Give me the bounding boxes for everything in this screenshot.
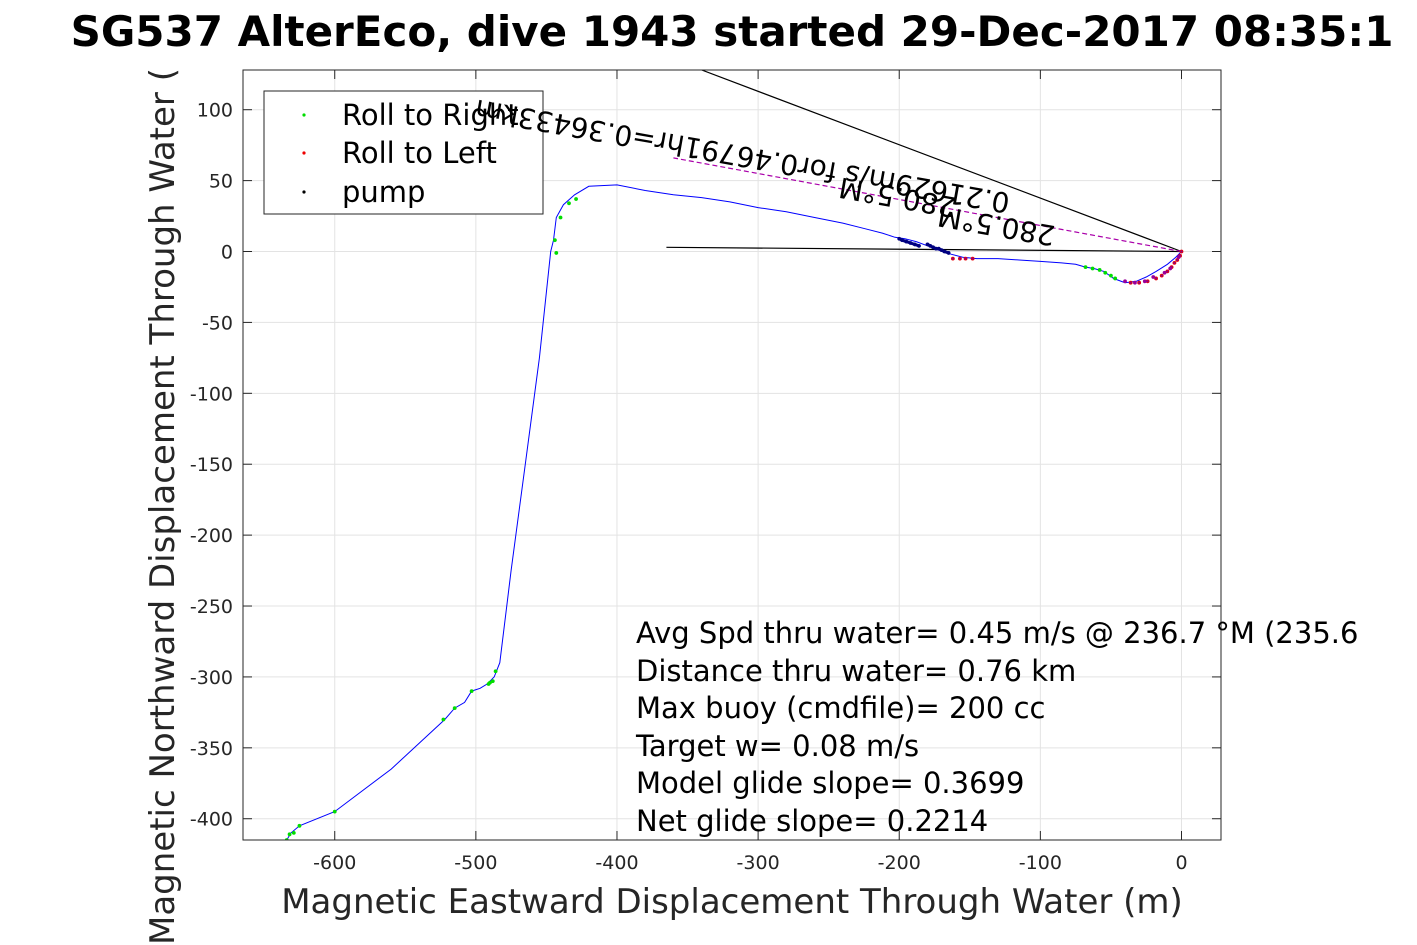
y-tick-label: 100 [197, 100, 233, 122]
legend-marker-pump [302, 190, 306, 194]
chart-title: SG537 AlterEco, dive 1943 started 29-Dec… [71, 7, 1394, 56]
x-tick-label: -500 [454, 852, 497, 874]
roll-to-right-point [332, 809, 337, 814]
roll-to-left-point-overlay [1173, 261, 1176, 264]
heading-line-2 [666, 246, 1182, 253]
y-tick-label: -150 [190, 454, 233, 476]
roll-to-right-point [493, 669, 498, 674]
x-tick-label: -100 [1019, 852, 1062, 874]
roll-to-right-point [490, 679, 495, 684]
roll-to-right-point [297, 823, 302, 828]
x-tick-label: -300 [737, 852, 780, 874]
y-tick-label: 0 [221, 242, 233, 264]
tick-labels: -600 -500 -400 -300 -200 -100 0 100 50 0 -50 -100 -1… [190, 100, 1188, 874]
roll-to-left-point-overlay [951, 257, 954, 260]
roll-to-right-point [558, 215, 563, 220]
roll-to-right-point [554, 251, 559, 255]
roll-to-right-point [287, 832, 292, 837]
stats-line-model-glide: Model glide slope= 0.3699 [636, 766, 1024, 800]
roll-to-left-point [1133, 280, 1137, 285]
roll-to-left-point-overlay [971, 257, 974, 260]
roll-to-left-point-overlay [964, 257, 967, 260]
roll-to-right-point [441, 717, 446, 722]
roll-to-right-point [1097, 268, 1102, 272]
roll-to-right-point [1113, 276, 1118, 281]
y-tick-label: -300 [190, 667, 233, 689]
roll-to-left-point [1123, 279, 1127, 284]
roll-to-right-point [486, 682, 491, 686]
legend-box [263, 90, 544, 215]
y-tick-label: -100 [190, 383, 233, 405]
current-line [673, 157, 1182, 253]
tick-marks [243, 70, 1221, 840]
roll-to-left-point-overlay [1146, 280, 1149, 283]
x-tick-label: -600 [313, 852, 356, 874]
legend-marker-roll-left [302, 151, 306, 155]
pump-segment [898, 237, 920, 248]
roll-to-left-point [1176, 255, 1181, 260]
stats-line-distance: Distance thru water= 0.76 km [636, 654, 1076, 688]
roll-to-right-point [567, 201, 571, 206]
roll-to-right-point [1090, 266, 1095, 271]
roll-to-right-point [1083, 265, 1088, 270]
stats-line-max-buoy: Max buoy (cmdfile)= 200 cc [636, 691, 1045, 725]
roll-to-left-point-overlay [1138, 281, 1141, 284]
roll-to-right-point [291, 831, 296, 835]
roll-to-right-point [574, 197, 578, 201]
roll-to-left-point-overlay [1129, 281, 1132, 284]
roll-to-right-point [1103, 270, 1108, 275]
heading-line-1 [701, 70, 1182, 253]
roll-to-left-point [1151, 275, 1156, 279]
stats-line-net-glide: Net glide slope= 0.2214 [636, 804, 988, 838]
y-tick-label: -50 [202, 312, 233, 334]
roll-to-left-point [1168, 266, 1173, 271]
y-tick-label: -200 [190, 525, 233, 547]
pump-segment [926, 243, 950, 255]
roll-to-left-point-overlay [1154, 277, 1158, 280]
roll-to-left-point [1142, 279, 1147, 284]
data-layer [284, 70, 1184, 840]
legend-label-roll-left: Roll to Left [342, 136, 497, 170]
roll-to-right-point [452, 706, 457, 711]
y-axis-label: Magnetic Northward Displacement Through … [143, 68, 183, 945]
x-tick-label: 0 [1175, 852, 1187, 874]
roll-to-right-point [469, 689, 474, 694]
x-tick-label: -400 [595, 852, 638, 874]
roll-to-right-point [1109, 273, 1113, 278]
roll-to-left-point-overlay [1160, 274, 1163, 277]
plot-frame [242, 69, 1222, 841]
roll-to-left-point-overlay [1166, 270, 1169, 273]
y-tick-label: -250 [190, 596, 233, 618]
stats-line-target-w: Target w= 0.08 m/s [635, 729, 919, 763]
y-tick-label: 50 [209, 171, 233, 193]
y-tick-label: -350 [190, 738, 233, 760]
roll-to-left-point-overlay [958, 257, 962, 260]
roll-to-left-point-overlay [1176, 258, 1179, 262]
x-tick-label: -200 [878, 852, 921, 874]
legend: Roll to Right Roll to Left pump [263, 90, 544, 215]
y-tick-label: -400 [190, 809, 233, 831]
roll-to-left-point [1162, 270, 1167, 275]
legend-label-pump: pump [342, 175, 425, 209]
dive-track-line [286, 184, 1182, 840]
x-axis-label: Magnetic Eastward Displacement Through W… [281, 882, 1183, 922]
stats-line-avg-speed: Avg Spd thru water= 0.45 m/s @ 236.7 °M … [636, 616, 1358, 650]
legend-label-roll-right: Roll to Right [342, 98, 519, 132]
roll-to-right-point [552, 238, 557, 243]
stats-block: Avg Spd thru water= 0.45 m/s @ 236.7 °M … [635, 616, 1358, 838]
roll-to-left-point-overlay [1180, 250, 1183, 253]
legend-marker-roll-right [302, 113, 306, 117]
